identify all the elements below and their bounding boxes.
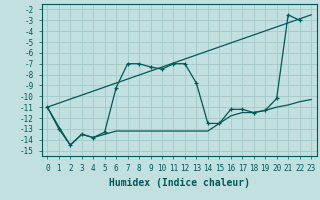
X-axis label: Humidex (Indice chaleur): Humidex (Indice chaleur)	[109, 178, 250, 188]
